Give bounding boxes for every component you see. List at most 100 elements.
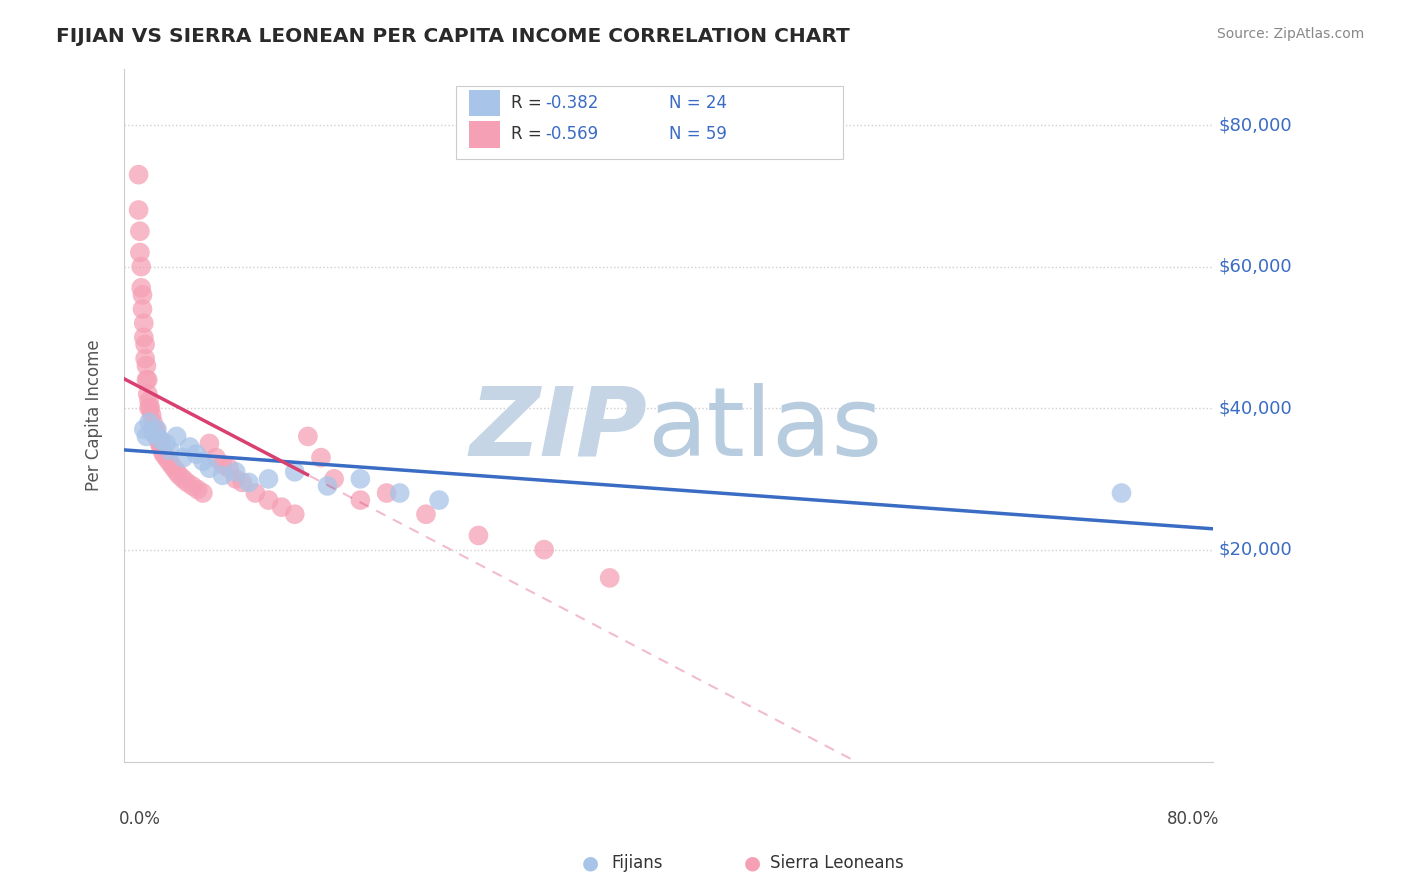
Point — [388, 486, 411, 500]
Point — [270, 500, 292, 515]
Point — [375, 486, 398, 500]
Point — [257, 493, 280, 508]
Point — [245, 486, 267, 500]
Point — [284, 465, 307, 479]
Point — [198, 461, 221, 475]
Point — [284, 508, 307, 522]
Point — [181, 479, 204, 493]
Point — [316, 479, 339, 493]
Text: $60,000: $60,000 — [1219, 258, 1292, 276]
Point — [1111, 486, 1133, 500]
Text: ZIP: ZIP — [470, 383, 647, 475]
Point — [134, 337, 156, 351]
Point — [211, 468, 233, 483]
Point — [176, 475, 198, 490]
Point — [136, 373, 159, 387]
Point — [179, 440, 201, 454]
Text: FIJIAN VS SIERRA LEONEAN PER CAPITA INCOME CORRELATION CHART: FIJIAN VS SIERRA LEONEAN PER CAPITA INCO… — [56, 27, 851, 45]
Text: -0.569: -0.569 — [546, 126, 599, 144]
Text: $20,000: $20,000 — [1219, 541, 1292, 558]
Point — [141, 408, 163, 422]
Point — [191, 454, 214, 468]
FancyBboxPatch shape — [457, 86, 844, 159]
Point — [132, 422, 155, 436]
Text: ●: ● — [744, 854, 761, 873]
Point — [218, 461, 240, 475]
Point — [160, 458, 183, 472]
Point — [135, 429, 157, 443]
Point — [198, 436, 221, 450]
Point — [155, 436, 177, 450]
Point — [129, 260, 152, 274]
Point — [132, 316, 155, 330]
Point — [128, 245, 150, 260]
Point — [138, 415, 160, 429]
Text: 80.0%: 80.0% — [1167, 811, 1219, 829]
Point — [146, 422, 169, 436]
Point — [157, 454, 180, 468]
Point — [159, 443, 181, 458]
Point — [172, 450, 194, 465]
Y-axis label: Per Capita Income: Per Capita Income — [86, 339, 103, 491]
Point — [128, 224, 150, 238]
Point — [166, 429, 188, 443]
Point — [131, 301, 153, 316]
Point — [297, 429, 319, 443]
Point — [149, 433, 172, 447]
Point — [427, 493, 450, 508]
Text: atlas: atlas — [647, 383, 882, 475]
Text: -0.382: -0.382 — [546, 95, 599, 112]
Point — [148, 433, 170, 447]
Point — [186, 447, 208, 461]
Point — [145, 422, 167, 436]
Point — [152, 447, 174, 461]
Point — [146, 429, 169, 443]
Point — [238, 475, 260, 490]
Point — [163, 461, 186, 475]
Text: Source: ZipAtlas.com: Source: ZipAtlas.com — [1216, 27, 1364, 41]
Text: $80,000: $80,000 — [1219, 116, 1292, 134]
Point — [138, 401, 160, 416]
Point — [142, 425, 165, 440]
Point — [150, 443, 173, 458]
Point — [142, 415, 165, 429]
Point — [225, 465, 247, 479]
Point — [128, 202, 150, 217]
Point — [132, 330, 155, 344]
Point — [309, 450, 332, 465]
Text: Sierra Leoneans: Sierra Leoneans — [770, 855, 904, 872]
Point — [415, 508, 437, 522]
Point — [135, 373, 157, 387]
Point — [166, 465, 188, 479]
Point — [129, 281, 152, 295]
Point — [135, 359, 157, 373]
Point — [599, 571, 621, 585]
Text: ●: ● — [582, 854, 599, 873]
Text: R =: R = — [510, 95, 547, 112]
Point — [349, 493, 371, 508]
Point — [139, 401, 162, 416]
Point — [349, 472, 371, 486]
Text: 0.0%: 0.0% — [118, 811, 160, 829]
Point — [323, 472, 346, 486]
Point — [467, 528, 489, 542]
Point — [533, 542, 555, 557]
Point — [191, 486, 214, 500]
Point — [155, 450, 177, 465]
FancyBboxPatch shape — [470, 90, 501, 116]
FancyBboxPatch shape — [470, 121, 501, 147]
Point — [138, 394, 160, 409]
Point — [136, 387, 159, 401]
Point — [172, 472, 194, 486]
Text: Fijians: Fijians — [612, 855, 664, 872]
Point — [231, 475, 253, 490]
Point — [134, 351, 156, 366]
Point — [225, 472, 247, 486]
Point — [205, 450, 228, 465]
Text: N = 59: N = 59 — [669, 126, 727, 144]
Point — [143, 422, 166, 436]
Text: R =: R = — [510, 126, 547, 144]
Point — [211, 458, 233, 472]
Point — [148, 436, 170, 450]
Point — [128, 168, 150, 182]
